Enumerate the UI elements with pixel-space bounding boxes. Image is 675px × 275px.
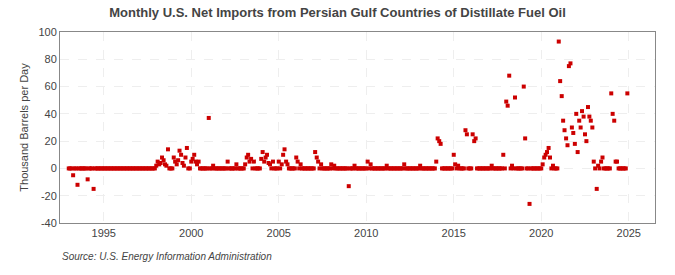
svg-text:Thousand Barrels per Day: Thousand Barrels per Day (18, 63, 30, 192)
svg-text:60: 60 (45, 80, 57, 92)
svg-text:2020: 2020 (529, 227, 553, 239)
svg-text:80: 80 (45, 53, 57, 65)
svg-text:2015: 2015 (442, 227, 466, 239)
svg-text:20: 20 (45, 135, 57, 147)
svg-text:Monthly U.S. Net Imports from: Monthly U.S. Net Imports from Persian Gu… (109, 5, 566, 20)
svg-text:100: 100 (38, 26, 56, 38)
svg-text:0: 0 (51, 162, 57, 174)
svg-text:2025: 2025 (617, 227, 641, 239)
svg-text:1995: 1995 (92, 227, 116, 239)
svg-text:2000: 2000 (179, 227, 203, 239)
svg-text:-20: -20 (41, 190, 57, 202)
svg-text:2005: 2005 (267, 227, 291, 239)
svg-text:2010: 2010 (354, 227, 378, 239)
svg-text:Source: U.S. Energy Informatio: Source: U.S. Energy Information Administ… (62, 251, 272, 262)
svg-text:-40: -40 (41, 217, 57, 229)
svg-text:40: 40 (45, 108, 57, 120)
